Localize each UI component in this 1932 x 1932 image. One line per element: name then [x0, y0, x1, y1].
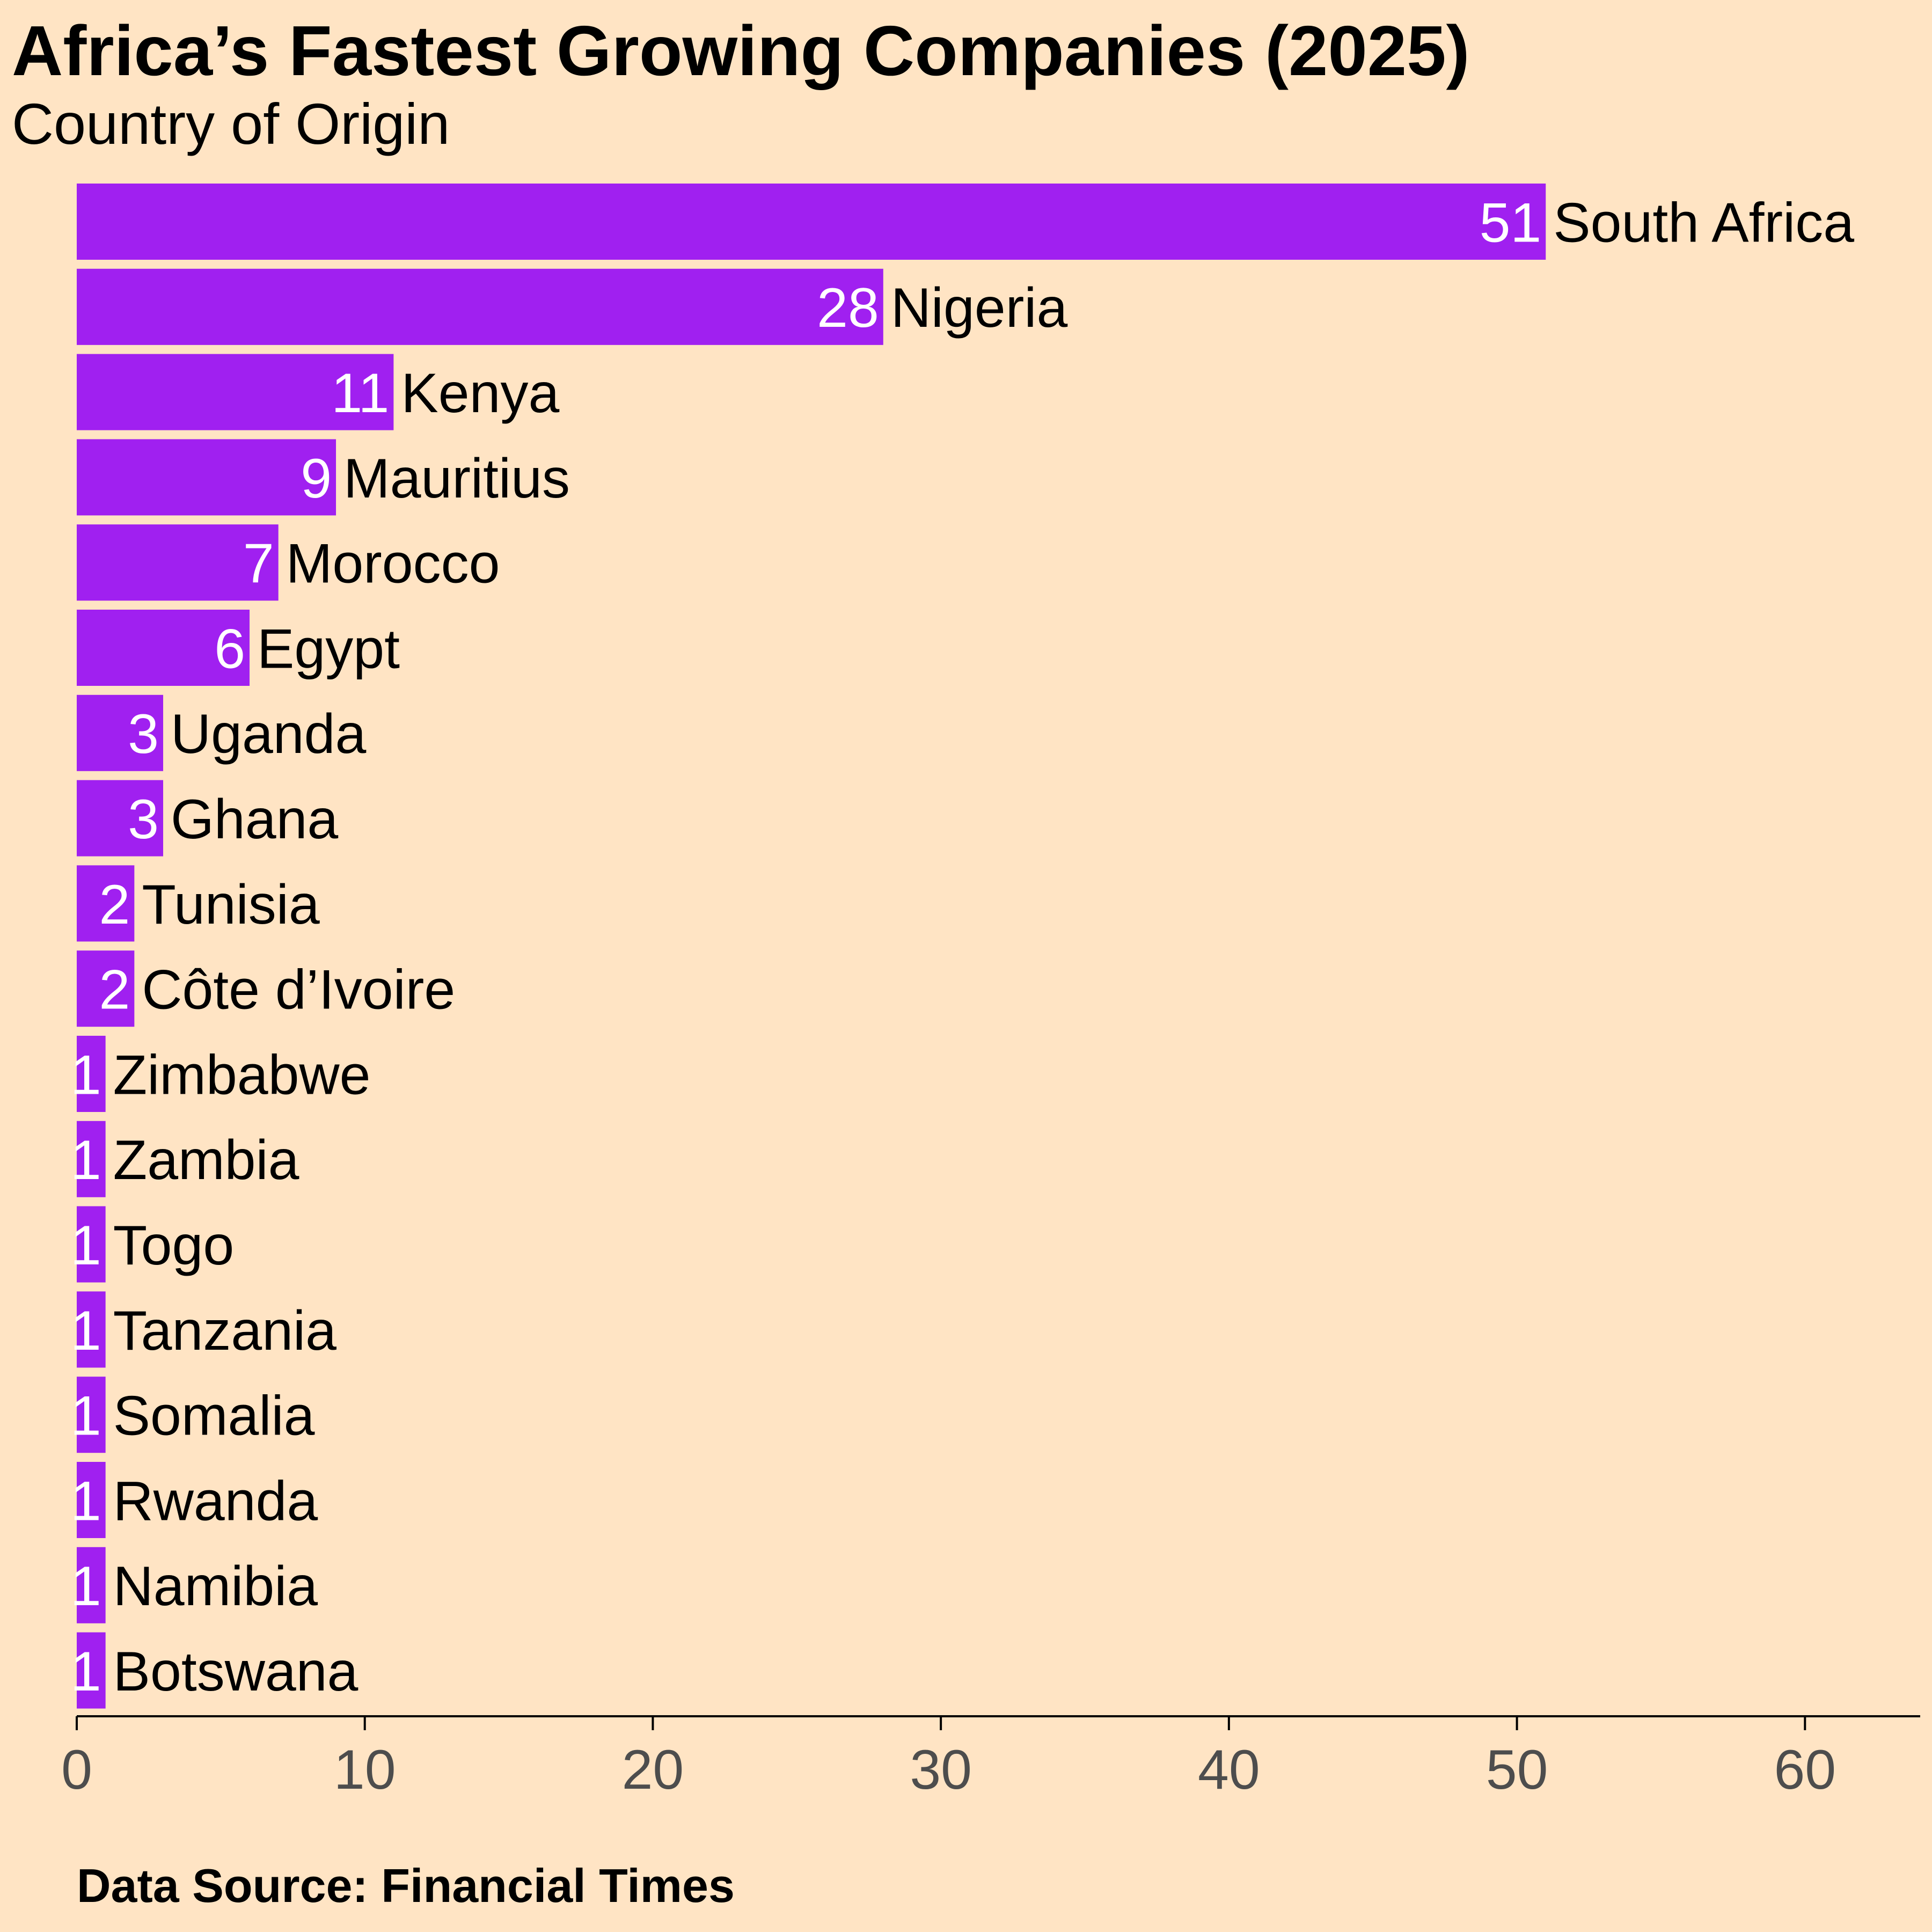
bar [77, 950, 135, 1027]
bar-category-label: Somalia [113, 1385, 315, 1447]
bar [77, 694, 164, 771]
bar [77, 184, 1546, 260]
bar-category-label: Morocco [286, 533, 500, 595]
bar [77, 865, 135, 942]
bar-category-label: Tunisia [142, 874, 320, 936]
bar [77, 1377, 106, 1453]
x-axis-tick-label: 0 [61, 1739, 92, 1801]
bar-value-label: 3 [128, 703, 159, 765]
bar-category-label: Namibia [113, 1555, 318, 1618]
bar [77, 1547, 106, 1623]
bar-value-label: 1 [70, 1641, 101, 1703]
x-axis-tick-label: 50 [1486, 1739, 1548, 1801]
chart-subtitle: Country of Origin [12, 91, 450, 156]
bar-category-label: Uganda [171, 703, 366, 765]
bar-value-label: 1 [70, 1214, 101, 1277]
bar-category-label: Kenya [401, 362, 559, 425]
bar-category-label: Tanzania [113, 1300, 336, 1362]
bar [77, 439, 336, 516]
bar-category-label: Zambia [113, 1129, 299, 1191]
bar-value-label: 1 [70, 1300, 101, 1362]
x-axis: 0 10 20 30 40 50 60 [61, 1715, 1920, 1801]
bar [77, 1206, 106, 1283]
bar-value-label: 9 [301, 448, 332, 510]
bar-value-label: 1 [70, 1044, 101, 1106]
bar-category-label: Mauritius [343, 448, 570, 510]
bar [77, 354, 394, 430]
bar-category-label: Nigeria [891, 277, 1068, 339]
bar-category-label: South Africa [1553, 192, 1854, 254]
bar-category-label: Egypt [257, 618, 400, 680]
bar-category-label: Rwanda [113, 1470, 318, 1532]
bar-category-label: Côte d’Ivoire [142, 959, 455, 1021]
bar [77, 780, 164, 857]
bar-category-label: Zimbabwe [113, 1044, 371, 1106]
bar-value-label: 7 [243, 533, 274, 595]
bar [77, 524, 279, 601]
chart-caption: Data Source: Financial Times [77, 1859, 735, 1912]
bar [77, 1632, 106, 1709]
bar [77, 610, 250, 686]
bar [77, 1462, 106, 1538]
bar-value-label: 28 [817, 277, 879, 339]
bar-value-label: 1 [70, 1385, 101, 1447]
bar-category-label: Ghana [171, 788, 338, 851]
bar [77, 268, 883, 345]
bar-value-label: 11 [331, 362, 389, 425]
bar-value-label: 51 [1480, 192, 1542, 254]
bar-value-label: 2 [99, 959, 130, 1021]
chart-title: Africa’s Fastest Growing Companies (2025… [12, 11, 1470, 90]
bar [77, 1291, 106, 1368]
bar [77, 1121, 106, 1197]
bar-value-label: 2 [99, 874, 130, 936]
bar-category-label: Botswana [113, 1641, 358, 1703]
bar [77, 1036, 106, 1112]
x-axis-tick-label: 30 [910, 1739, 972, 1801]
x-axis-tick-label: 60 [1774, 1739, 1836, 1801]
x-axis-tick-label: 20 [622, 1739, 684, 1801]
bar-value-label: 6 [214, 618, 245, 680]
bar-value-label: 1 [70, 1129, 101, 1191]
x-axis-tick-label: 40 [1198, 1739, 1260, 1801]
bar-value-label: 1 [70, 1555, 101, 1618]
bar-category-label: Togo [113, 1214, 235, 1277]
bar-value-label: 3 [128, 788, 159, 851]
bar-value-label: 1 [70, 1470, 101, 1532]
x-axis-tick-label: 10 [334, 1739, 396, 1801]
